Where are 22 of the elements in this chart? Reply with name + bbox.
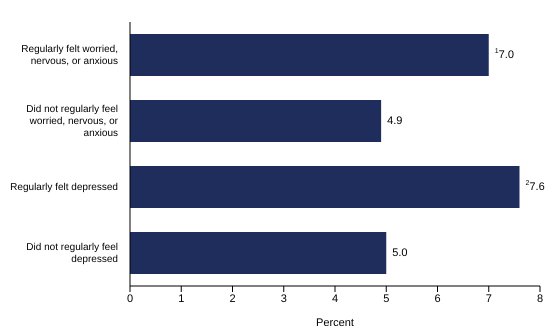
bar: [130, 166, 520, 208]
x-tick-label: 4: [332, 292, 338, 305]
bar: [130, 232, 386, 274]
x-axis-title: Percent: [316, 317, 354, 329]
x-tick-label: 1: [178, 292, 184, 305]
x-tick-label: 6: [434, 292, 441, 305]
x-tick-label: 5: [383, 292, 390, 305]
bar: [130, 34, 489, 76]
data-label: 4.9: [387, 115, 402, 127]
x-tick-label: 8: [536, 292, 544, 305]
x-tick-label: 3: [280, 292, 287, 305]
y-tick-label: Regularly felt worried, nervous, or anxious: [21, 44, 118, 66]
x-tick-label: 7: [486, 292, 492, 305]
x-tick-label: 2: [229, 292, 236, 305]
bar: [130, 100, 382, 142]
y-tick-label: Regularly felt depressed: [10, 182, 118, 192]
y-tick-label: Did not regularly feel worried, nervous, or anxious: [26, 104, 119, 138]
data-label: $^{2}$7.6: [526, 180, 545, 193]
data-label: $^{1}$7.0: [494, 48, 514, 61]
x-tick-label: 0: [126, 292, 134, 305]
y-tick-label: Did not regularly feel depressed: [26, 242, 118, 264]
data-label: 5.0: [392, 247, 408, 259]
